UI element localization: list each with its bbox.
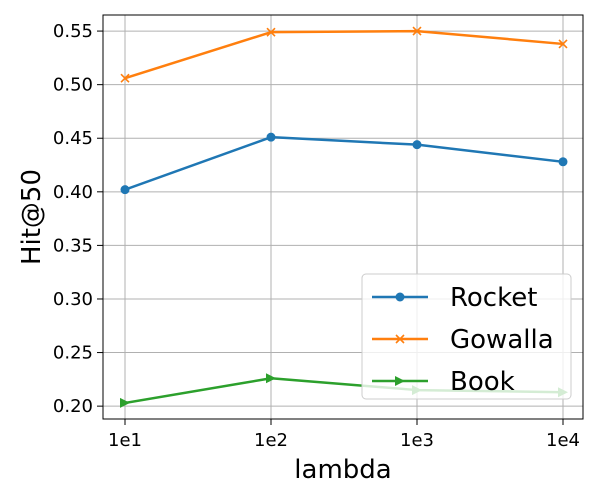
series-rocket <box>120 132 568 195</box>
x-tick-label: 1e2 <box>254 430 288 451</box>
data-point <box>558 39 568 49</box>
legend-item-rocket: Rocket <box>372 283 537 313</box>
data-point <box>266 27 276 37</box>
data-point <box>266 132 276 142</box>
legend-label: Gowalla <box>450 325 554 355</box>
x-tick-label: 1e3 <box>400 430 434 451</box>
y-tick-label: 0.45 <box>53 128 93 149</box>
y-axis-ticks: 0.20 0.25 0.30 0.35 0.40 0.45 0.50 0.55 <box>53 21 103 417</box>
y-tick-label: 0.55 <box>53 21 93 42</box>
x-axis-label: lambda <box>294 455 391 485</box>
data-point <box>120 397 130 408</box>
data-point <box>412 26 422 36</box>
series-line <box>124 29 564 80</box>
y-tick-label: 0.50 <box>53 75 93 96</box>
data-point <box>558 157 568 167</box>
y-tick-label: 0.40 <box>53 182 93 203</box>
x-axis-ticks: 1e1 1e2 1e3 1e4 <box>108 419 580 451</box>
legend-item-gowalla: Gowalla <box>372 325 554 355</box>
plot-frame <box>102 14 584 420</box>
y-tick-label: 0.20 <box>53 396 93 417</box>
y-axis-label: Hit@50 <box>17 169 47 265</box>
series-line <box>124 135 564 191</box>
legend-item-book: Book <box>372 367 515 397</box>
x-tick-label: 1e1 <box>108 430 142 451</box>
data-point <box>120 185 130 195</box>
grid <box>103 15 583 419</box>
series-gowalla <box>120 26 568 83</box>
data-point <box>120 73 130 83</box>
y-tick-label: 0.30 <box>53 289 93 310</box>
legend-box <box>361 273 572 400</box>
legend-marker <box>395 334 405 344</box>
legend-marker <box>395 376 405 386</box>
x-tick-label: 1e4 <box>546 430 580 451</box>
legend: Rocket Gowalla Book <box>361 273 572 400</box>
legend-marker <box>395 292 405 302</box>
y-tick-label: 0.25 <box>53 343 93 364</box>
data-point <box>412 140 422 150</box>
legend-label: Rocket <box>450 283 537 313</box>
legend-label: Book <box>450 367 515 397</box>
data-point <box>266 373 276 384</box>
y-tick-label: 0.35 <box>53 235 93 256</box>
